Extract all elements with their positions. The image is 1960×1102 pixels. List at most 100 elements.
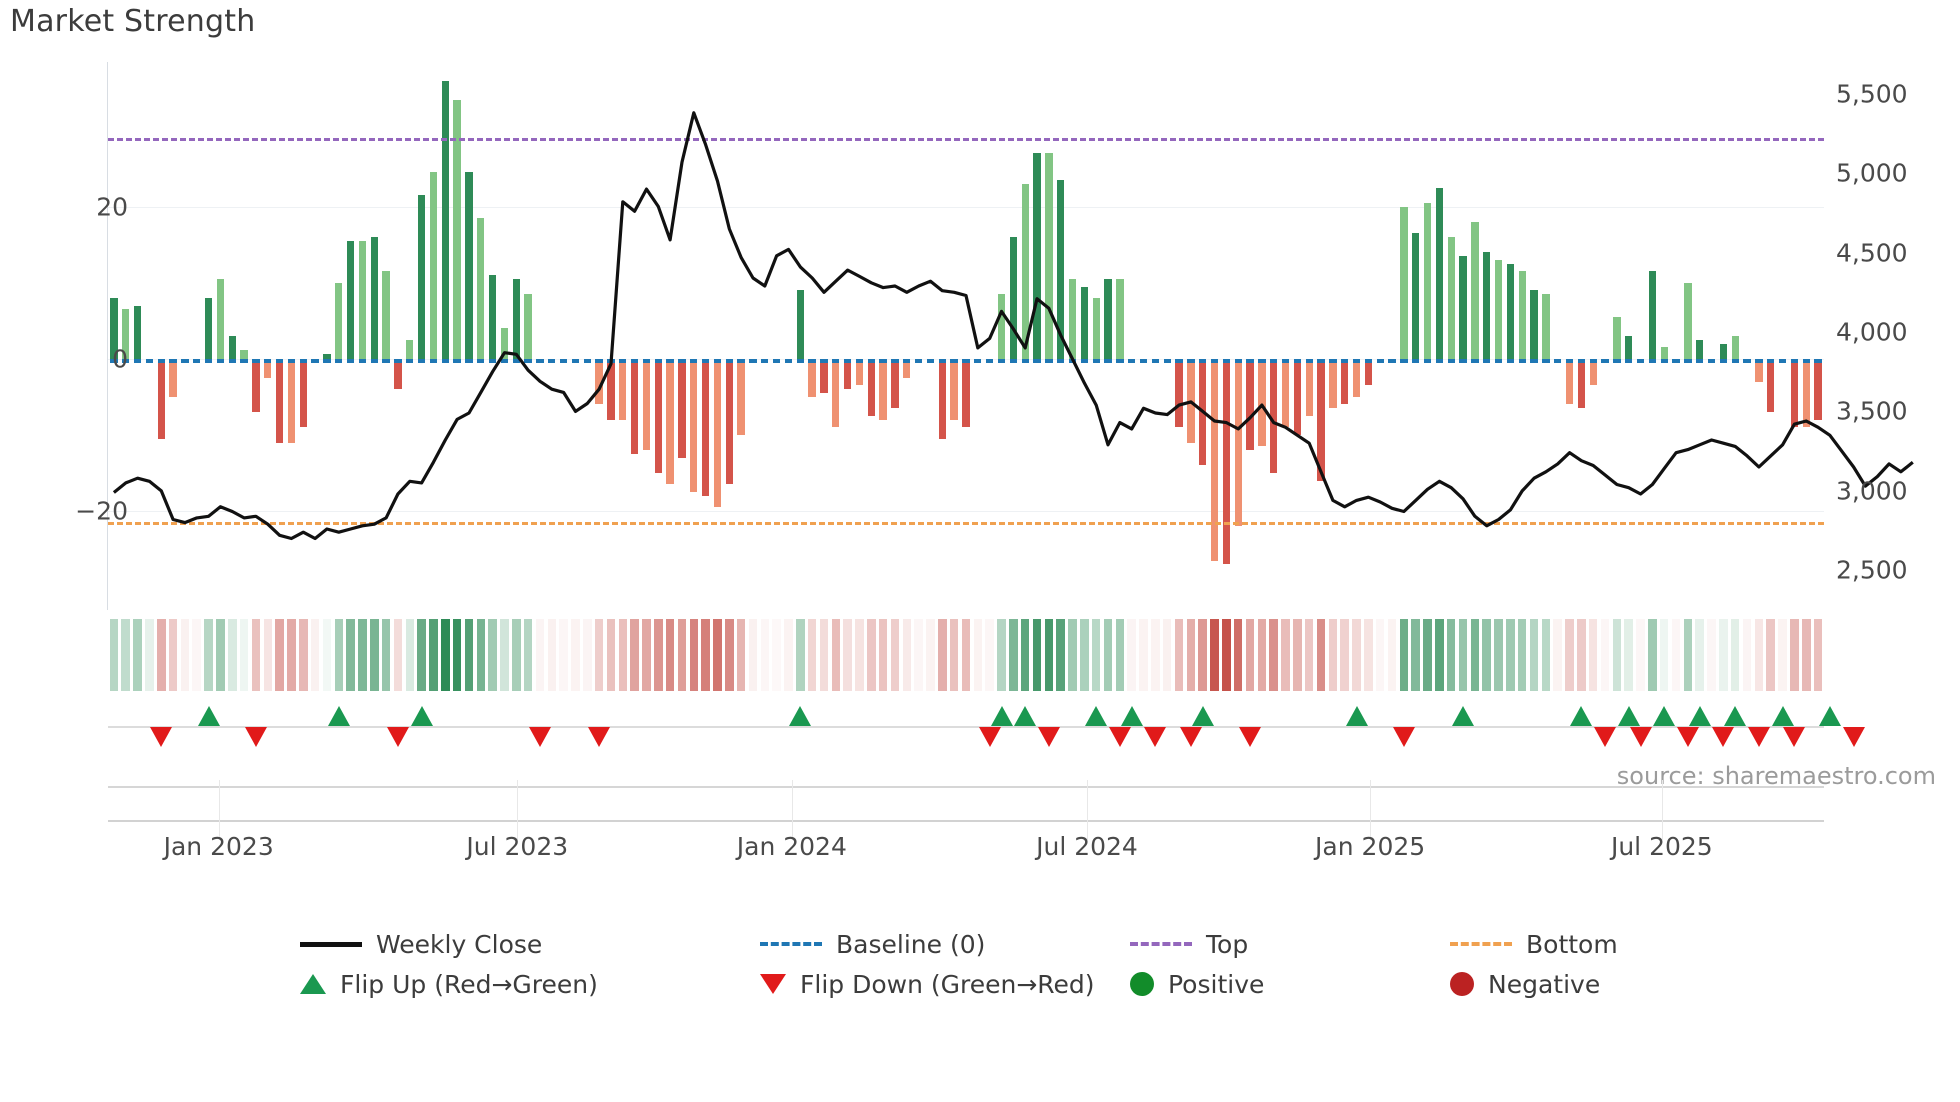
strength-bar bbox=[903, 358, 911, 378]
baseline-segment bbox=[453, 358, 461, 363]
legend-item[interactable]: Baseline (0) bbox=[760, 924, 985, 964]
heatmap-cell bbox=[1269, 619, 1278, 691]
baseline-segment bbox=[311, 358, 319, 363]
baseline-segment bbox=[382, 358, 390, 363]
strength-bar bbox=[891, 358, 899, 409]
baseline-segment bbox=[1128, 358, 1136, 363]
baseline-segment bbox=[1707, 358, 1716, 363]
baseline-segment bbox=[1802, 358, 1810, 363]
flip-down-marker-icon bbox=[1037, 727, 1060, 747]
strength-bar bbox=[607, 358, 615, 420]
y2-tick-label: 3,000 bbox=[1836, 476, 1908, 506]
heatmap-cell bbox=[1813, 619, 1823, 691]
legend-item[interactable]: Weekly Close bbox=[300, 924, 542, 964]
legend-item[interactable]: Bottom bbox=[1450, 924, 1618, 964]
baseline-segment bbox=[986, 358, 994, 363]
baseline-segment bbox=[193, 358, 201, 363]
strength-bar bbox=[1210, 358, 1219, 561]
strength-bar bbox=[465, 172, 473, 359]
legend-item-label: Baseline (0) bbox=[836, 929, 986, 959]
heatmap-cell bbox=[1316, 619, 1326, 691]
baseline-segment bbox=[808, 358, 816, 363]
legend-item[interactable]: Flip Up (Red→Green) bbox=[300, 964, 598, 1004]
strength-bar bbox=[441, 81, 449, 359]
baseline-segment bbox=[1660, 358, 1668, 363]
source-note: source: sharemaestro.com bbox=[1616, 762, 1936, 790]
y-tick-label: 0 bbox=[112, 344, 128, 374]
baseline-segment bbox=[1400, 358, 1408, 363]
heatmap-cell bbox=[1423, 619, 1432, 691]
baseline-segment bbox=[358, 358, 367, 363]
strength-bar bbox=[1530, 290, 1538, 359]
legend-item[interactable]: Positive bbox=[1130, 964, 1264, 1004]
strength-bar bbox=[1802, 358, 1810, 428]
bottom-reference-line bbox=[108, 522, 1824, 526]
flip-up-marker-icon bbox=[1818, 706, 1841, 726]
baseline-segment bbox=[690, 358, 698, 363]
flip-down-marker-icon bbox=[1239, 727, 1262, 747]
legend-item[interactable]: Top bbox=[1130, 924, 1248, 964]
legend-dashed-line-swatch bbox=[760, 942, 822, 946]
strength-bar bbox=[1341, 358, 1349, 405]
baseline-segment bbox=[749, 358, 757, 363]
heatmap-cell bbox=[1553, 619, 1562, 691]
x-tick-label: Jul 2023 bbox=[466, 832, 569, 861]
heatmap-cell bbox=[1056, 619, 1065, 691]
flip-down-marker-icon bbox=[1629, 727, 1652, 747]
strength-bar bbox=[335, 282, 343, 359]
strength-bar bbox=[346, 240, 355, 359]
flip-up-marker-icon bbox=[1452, 706, 1475, 726]
flip-marker-band bbox=[108, 700, 1865, 754]
heatmap-cell bbox=[441, 619, 450, 691]
legend-dashed-line-swatch bbox=[1450, 942, 1512, 946]
strength-bar bbox=[110, 297, 118, 359]
baseline-segment bbox=[843, 358, 852, 363]
heatmap-cell bbox=[488, 619, 497, 691]
legend-item[interactable]: Flip Down (Green→Red) bbox=[760, 964, 1095, 1004]
heatmap-cell bbox=[287, 619, 296, 691]
baseline-segment bbox=[500, 358, 509, 363]
baseline-segment bbox=[1270, 358, 1278, 363]
heatmap-cell bbox=[583, 619, 592, 691]
strength-bars bbox=[108, 62, 1824, 610]
heatmap-cell bbox=[1494, 619, 1503, 691]
flip-down-marker-icon bbox=[1594, 727, 1617, 747]
baseline-segment bbox=[642, 358, 651, 363]
strength-bar bbox=[950, 358, 958, 420]
weekly-close-line bbox=[112, 111, 1914, 541]
heatmap-cell bbox=[417, 619, 426, 691]
heatmap-cell bbox=[1375, 619, 1385, 691]
baseline-segment bbox=[406, 358, 414, 363]
strength-bar bbox=[1281, 358, 1290, 428]
baseline-segment bbox=[583, 358, 591, 363]
baseline-segment bbox=[559, 358, 568, 363]
heatmap-cell bbox=[571, 619, 580, 691]
x-tick-label: Jan 2023 bbox=[163, 832, 274, 861]
baseline-segment bbox=[1506, 358, 1515, 363]
baseline-segment bbox=[1684, 358, 1692, 363]
strength-bar bbox=[1577, 358, 1586, 409]
strength-bar bbox=[1613, 316, 1621, 359]
x-axis-line bbox=[108, 820, 1824, 822]
baseline-segment bbox=[122, 358, 130, 363]
heatmap-cell bbox=[819, 619, 829, 691]
heatmap-cell bbox=[559, 619, 568, 691]
baseline-segment bbox=[571, 358, 580, 363]
heatmap-cell bbox=[1340, 619, 1349, 691]
legend-item[interactable]: Negative bbox=[1450, 964, 1600, 1004]
strength-bar bbox=[382, 271, 390, 359]
heatmap-cell bbox=[1754, 619, 1764, 691]
heatmap-cell bbox=[1435, 619, 1444, 691]
baseline-segment bbox=[1755, 358, 1763, 363]
chart-legend: Weekly Close Baseline (0) Top Bottom Flip U… bbox=[0, 924, 1960, 1004]
baseline-segment bbox=[1281, 358, 1290, 363]
heatmap-cell bbox=[1778, 619, 1787, 691]
heatmap-cell bbox=[1091, 619, 1101, 691]
heatmap-cell bbox=[381, 619, 391, 691]
heatmap-cell bbox=[180, 619, 190, 691]
heatmap-cell bbox=[1127, 619, 1136, 691]
baseline-segment bbox=[216, 358, 225, 363]
flip-down-marker-icon bbox=[1747, 727, 1770, 747]
heatmap-cell bbox=[523, 619, 533, 691]
heatmap-cell bbox=[1659, 619, 1669, 691]
